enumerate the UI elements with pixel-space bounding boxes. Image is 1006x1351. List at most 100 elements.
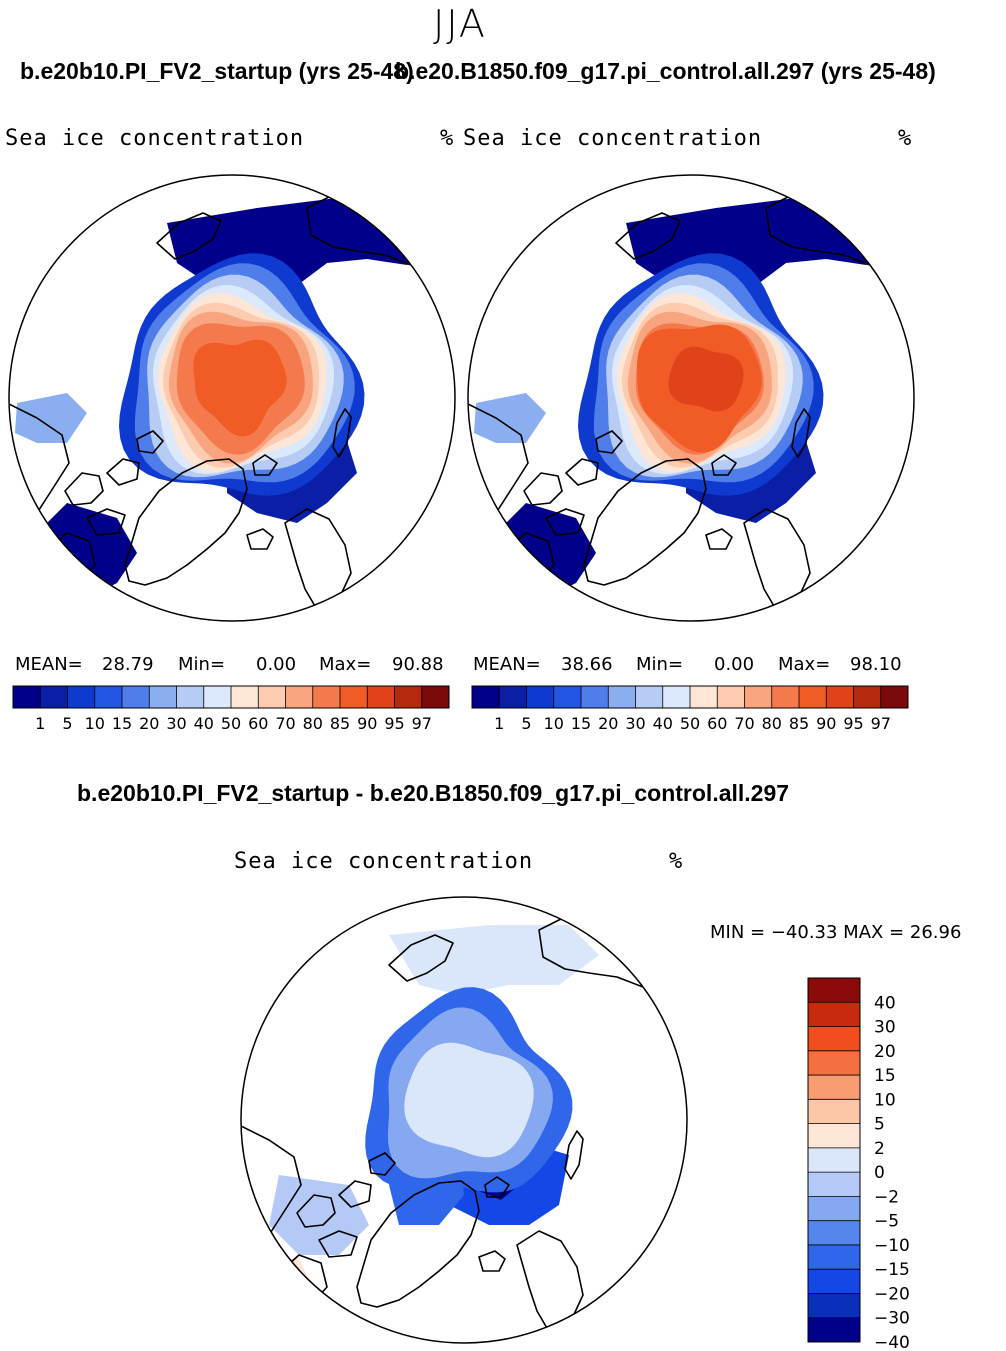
left-mean-label: MEAN=: [15, 654, 83, 675]
difference-colorbar-swatch: [808, 1123, 860, 1149]
difference-sea-ice-map-coastline: [516, 1230, 584, 1336]
difference-sea-ice-map-coastline: [484, 1176, 510, 1198]
right-mean-value: 38.66: [561, 654, 613, 675]
difference-sea-ice-map-positive-diff-patch: [269, 1257, 311, 1301]
difference-colorbar-tick-label: 40: [874, 993, 896, 1013]
left-colorbar-tick-label: 80: [303, 714, 323, 733]
right-sea-ice-map-hudson-bay-ice: [474, 393, 546, 443]
difference-sea-ice-map-boundary-circle: [240, 896, 688, 1344]
right-colorbar-swatch: [472, 686, 500, 708]
right-colorbar-swatch: [526, 686, 555, 708]
left-sea-ice-map-coastline: [246, 528, 274, 550]
difference-sea-ice-map-coastline: [356, 1180, 480, 1308]
difference-sea-ice-map-field-layer: [269, 925, 599, 1301]
difference-sea-ice-map-coastline: [318, 1230, 358, 1258]
left-colorbar-tick-label: 30: [166, 714, 186, 733]
right-colorbar-swatch: [690, 686, 718, 708]
left-sea-ice-map-coastline: [252, 454, 278, 476]
difference-colorbar-tick-label: −20: [874, 1284, 910, 1304]
left-field-label: Sea ice concentration: [5, 126, 305, 151]
difference-colorbar-swatch: [808, 1172, 860, 1197]
difference-colorbar-swatch: [808, 1147, 860, 1173]
difference-colorbar-swatch: [808, 1075, 860, 1100]
right-colorbar-tick-label: 20: [598, 714, 618, 733]
season-title: JJA: [433, 2, 487, 46]
right-colorbar-swatch: [880, 686, 909, 708]
difference-colorbar-swatch: [808, 1050, 860, 1076]
difference-title: b.e20b10.PI_FV2_startup - b.e20.B1850.f0…: [77, 780, 790, 806]
left-sea-ice-map: [8, 174, 456, 622]
right-colorbar-swatch: [581, 686, 609, 708]
right-sea-ice-map-coastline: [523, 472, 563, 506]
left-min-label: Min=: [178, 654, 226, 675]
left-sea-ice-map-coastline: [156, 212, 222, 260]
right-sea-ice-map-boundary-circle: [467, 174, 915, 622]
right-sea-ice-map-coastline: [743, 508, 811, 614]
left-sea-ice-map-labrador-low-ice: [17, 503, 137, 621]
diff-units-label: %: [669, 849, 684, 874]
right-colorbar-swatch: [771, 686, 800, 708]
left-colorbar-tick-label: 70: [275, 714, 295, 733]
difference-colorbar-tick-label: −5: [874, 1212, 899, 1232]
left-colorbar-swatch: [394, 686, 423, 708]
left-colorbar-tick-label: 40: [194, 714, 214, 733]
left-sea-ice-map-boundary-circle: [8, 174, 456, 622]
difference-colorbar-tick-label: 2: [874, 1139, 885, 1159]
right-sea-ice-map-coastline: [565, 458, 599, 486]
right-sea-ice-map: [467, 174, 915, 622]
left-max-value: 90.88: [392, 654, 444, 675]
right-colorbar-swatch: [826, 686, 854, 708]
left-sea-ice-map-coastline: [86, 508, 126, 536]
right-colorbar: 1 5 10 15 20 30 40 50 60 70 80 85 90 95 97: [471, 685, 909, 733]
right-sea-ice-map-coastline: [791, 408, 811, 458]
left-sea-ice-map-coastline: [136, 430, 164, 454]
right-colorbar-tick-label: 70: [734, 714, 754, 733]
right-min-value: 0.00: [714, 654, 755, 675]
left-colorbar-tick-label: 15: [112, 714, 132, 733]
left-sea-ice-map-coastline: [124, 458, 248, 586]
right-colorbar-tick-label: 95: [843, 714, 863, 733]
right-colorbar-tick-label: 10: [544, 714, 564, 733]
right-colorbar-swatch: [553, 686, 582, 708]
difference-colorbar-tick-label: 10: [874, 1090, 896, 1110]
right-colorbar-swatch: [635, 686, 664, 708]
left-colorbar-tick-label: 85: [330, 714, 350, 733]
right-colorbar-tick-label: 30: [625, 714, 645, 733]
left-colorbar-swatch: [13, 686, 41, 708]
right-colorbar-swatch: [662, 686, 691, 708]
right-colorbar-tick-label: 50: [680, 714, 700, 733]
difference-colorbar-swatch: [808, 1099, 860, 1124]
difference-colorbar-swatch: [808, 1026, 860, 1052]
difference-colorbar-tick-label: 0: [874, 1163, 885, 1183]
difference-sea-ice-map-coastline: [478, 1250, 506, 1272]
right-colorbar-swatch: [499, 686, 527, 708]
left-colorbar-tick-label: 10: [85, 714, 105, 733]
right-colorbar-tick-label: 97: [871, 714, 891, 733]
right-sea-ice-map-coastline: [583, 458, 707, 586]
left-colorbar-tick-label: 1: [35, 714, 45, 733]
difference-colorbar-frame: [807, 977, 861, 1343]
left-max-label: Max=: [319, 654, 372, 675]
difference-colorbar-tick-label: −2: [874, 1187, 899, 1207]
right-sea-ice-map-coastline: [595, 430, 623, 454]
diff-field-label: Sea ice concentration: [234, 849, 534, 874]
left-colorbar-swatch: [312, 686, 341, 708]
left-sea-ice-map-coastline: [106, 458, 140, 486]
difference-sea-ice-map-coastline: [368, 1152, 396, 1176]
difference-colorbar-swatch: [808, 1244, 860, 1270]
difference-sea-ice-map-coastline: [338, 1180, 372, 1208]
right-sea-ice-map-coastline: [615, 212, 681, 260]
left-colorbar-swatch: [122, 686, 150, 708]
difference-colorbar-swatch: [808, 1293, 860, 1319]
right-colorbar-swatch: [717, 686, 745, 708]
difference-colorbar-swatch: [808, 978, 860, 1003]
right-colorbar-tick-label: 60: [707, 714, 727, 733]
difference-sea-ice-map-labrador-diff: [269, 1175, 369, 1255]
difference-colorbar-tick-label: 5: [874, 1115, 885, 1135]
difference-colorbar-tick-label: −15: [874, 1260, 910, 1280]
left-colorbar-frame: [12, 685, 450, 709]
right-colorbar-tick-label: 1: [494, 714, 504, 733]
left-sea-ice-map-coastline: [64, 472, 104, 506]
difference-colorbar-swatch: [808, 1196, 860, 1221]
